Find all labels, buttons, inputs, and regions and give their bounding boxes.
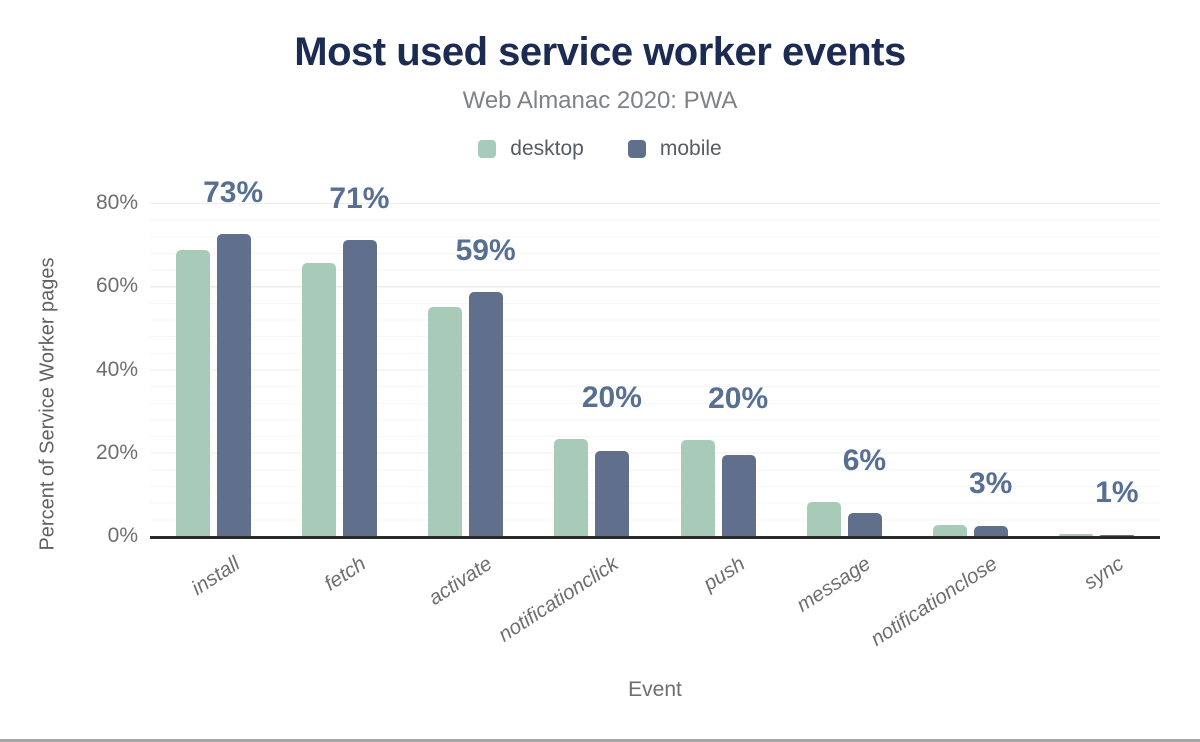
mobile-bar-notificationclose[interactable] — [974, 526, 1009, 536]
y-tick-label: 80% — [95, 191, 138, 214]
y-tick-label: 60% — [95, 274, 138, 298]
desktop-bar-activate[interactable] — [428, 306, 463, 536]
chart-subtitle: Web Almanac 2020: PWA — [462, 87, 738, 114]
bar-group-message: 6% — [781, 203, 907, 536]
bar-value-label: 1% — [1095, 475, 1139, 509]
desktop-bar-notificationclose[interactable] — [933, 525, 968, 536]
desktop-bar-message[interactable] — [806, 502, 841, 536]
bar-value-label: 6% — [842, 444, 887, 478]
desktop-bar-push[interactable] — [680, 440, 715, 536]
desktop-bar-install[interactable] — [175, 250, 210, 536]
desktop-swatch-icon — [478, 140, 497, 158]
desktop-bar-fetch[interactable] — [301, 262, 336, 536]
legend-item-mobile: mobile — [627, 137, 722, 161]
x-tick-label-notificationclose: notificationclose — [866, 552, 1002, 651]
bar-value-label: 20% — [581, 380, 642, 414]
legend-label-desktop: desktop — [510, 137, 584, 160]
x-tick-label-message: message — [792, 552, 875, 617]
x-axis-title: Event — [628, 678, 682, 701]
legend-item-desktop: desktop — [478, 137, 584, 161]
legend-label-mobile: mobile — [659, 137, 722, 160]
bar-value-label: 3% — [968, 467, 1013, 501]
bar-value-label: 73% — [203, 175, 264, 209]
mobile-bar-push[interactable] — [721, 454, 756, 536]
legend: desktop mobile — [0, 137, 1200, 161]
desktop-bar-sync[interactable] — [1059, 533, 1094, 536]
mobile-bar-message[interactable] — [847, 513, 882, 536]
mobile-swatch-icon — [627, 140, 646, 158]
bar-group-activate: 59% — [403, 203, 529, 536]
x-tick-label-install: install — [187, 552, 244, 600]
bar-value-label: 59% — [455, 234, 516, 268]
mobile-bar-sync[interactable] — [1100, 534, 1135, 536]
bar-group-push: 20% — [655, 203, 781, 536]
y-tick-label: 20% — [95, 440, 138, 464]
y-tick-label: 0% — [107, 524, 138, 547]
mobile-bar-fetch[interactable] — [342, 240, 377, 536]
plot-area: 73% 71% 59% 20% 20% 6% 3% 1% — [150, 177, 1160, 539]
mobile-bar-notificationclick[interactable] — [595, 451, 630, 536]
x-tick-label-fetch: fetch — [320, 552, 370, 596]
bar-group-fetch: 71% — [276, 184, 402, 536]
y-axis-ticks: 0% 20% 40% 60% 80% — [0, 192, 138, 547]
bar-group-notificationclick: 20% — [529, 203, 655, 536]
desktop-bar-notificationclick[interactable] — [554, 438, 589, 536]
bar-group-sync: 1% — [1034, 203, 1160, 536]
x-tick-label-notificationclick: notificationclick — [494, 552, 623, 647]
x-tick-label-activate: activate — [424, 552, 497, 610]
mobile-bar-activate[interactable] — [469, 292, 504, 536]
y-tick-label: 40% — [95, 357, 138, 381]
x-tick-label-sync: sync — [1079, 552, 1128, 595]
x-tick-label-push: push — [698, 552, 749, 596]
bar-group-notificationclose: 3% — [908, 203, 1034, 536]
bar-group-install: 73% — [150, 177, 276, 536]
chart-title: Most used service worker events — [294, 30, 906, 74]
mobile-bar-install[interactable] — [216, 233, 251, 536]
bar-value-label: 71% — [329, 182, 390, 216]
plot-bars: 73% 71% 59% 20% 20% 6% 3% 1% — [150, 177, 1160, 536]
bar-value-label: 20% — [708, 382, 769, 416]
